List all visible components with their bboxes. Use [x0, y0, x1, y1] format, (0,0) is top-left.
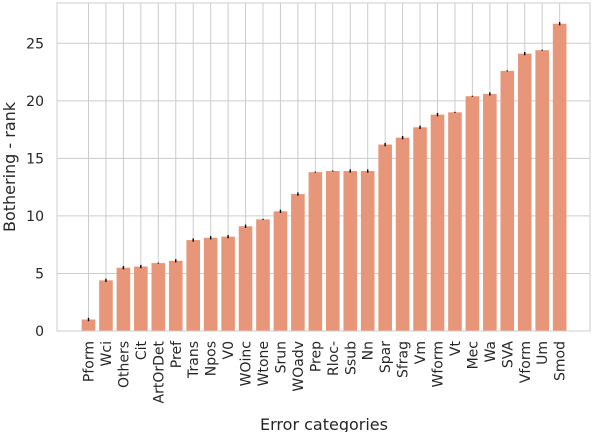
bar-vm [413, 127, 427, 331]
x-tick-label: Rloc- [326, 341, 342, 376]
bar-mec [465, 96, 480, 331]
x-axis-label: Error categories [260, 415, 388, 432]
bar-vt [448, 112, 462, 331]
bar-pref [168, 260, 183, 331]
bar-sva [500, 70, 515, 331]
bar-vform [517, 53, 532, 331]
bar-ssub [343, 171, 358, 331]
x-tick-label: Wci [99, 341, 115, 366]
x-tick-label: Others [116, 341, 132, 388]
x-tick-label: SVA [500, 341, 516, 369]
bar-wci [99, 280, 113, 331]
y-tick-label: 10 [26, 209, 44, 225]
x-tick-label: WOadv [291, 341, 307, 392]
y-tick-label: 25 [26, 36, 44, 52]
bar-artordet [151, 263, 166, 331]
bar-spar [378, 144, 392, 331]
y-tick-label: 5 [35, 266, 44, 282]
bar-npos [203, 237, 218, 331]
x-tick-label: Trans [186, 341, 202, 379]
bars-layer [81, 23, 567, 331]
bar-others [116, 267, 131, 331]
bar-sfrag [395, 137, 410, 331]
errorbars-layer [87, 22, 561, 322]
x-tick-label: Npos [204, 341, 220, 376]
bar-trans [186, 240, 200, 331]
y-tick-label: 20 [26, 94, 44, 110]
bar-cit [134, 266, 148, 331]
x-tick-label: Cit [134, 340, 150, 360]
bar-srun [273, 211, 288, 331]
bar-smod [552, 23, 567, 331]
y-tick-label: 0 [35, 324, 44, 340]
y-tick-label: 15 [26, 151, 44, 167]
bar-prep [308, 172, 323, 331]
bar-pform [81, 319, 96, 331]
y-tick-labels: 0 5 10 15 20 25 [26, 36, 44, 340]
x-tick-label: Pref [169, 340, 185, 368]
x-tick-label: Wform [431, 341, 447, 387]
x-tick-label: Um [535, 341, 551, 365]
x-tick-label: Smod [553, 341, 569, 381]
bar-nn [360, 171, 375, 331]
x-tick-label: Srun [273, 341, 289, 373]
x-tick-label: Wa [483, 341, 499, 363]
y-axis-label: Bothering - rank [0, 101, 19, 232]
bar-wform [430, 114, 445, 331]
x-tick-label: WOinc [239, 341, 255, 386]
bar-wtone [256, 219, 270, 331]
bar-wa [483, 93, 497, 331]
x-tick-labels: Pform Wci Others Cit ArtOrDet Pref Trans Npos V0… [82, 340, 569, 404]
x-tick-label: Spar [378, 341, 394, 373]
x-tick-label: Prep [308, 341, 324, 372]
x-tick-label: Pform [82, 341, 98, 382]
x-tick-label: Ssub [343, 341, 359, 375]
x-tick-label: Wtone [256, 341, 272, 386]
x-tick-label: Vm [413, 341, 429, 364]
x-tick-label: Mec [465, 341, 481, 369]
x-tick-label: ArtOrDet [151, 340, 167, 403]
bar-v0 [221, 236, 235, 331]
bar-woinc [238, 226, 253, 331]
bar-rloc- [326, 171, 340, 331]
bar-um [535, 50, 549, 331]
x-tick-label: Vform [518, 341, 534, 383]
x-tick-label: Nn [361, 341, 377, 360]
x-tick-label: Vt [448, 341, 464, 357]
x-tick-label: V0 [221, 341, 237, 359]
bar-woadv [291, 194, 305, 331]
x-tick-label: Sfrag [396, 341, 412, 378]
plot-frame [56, 2, 591, 332]
